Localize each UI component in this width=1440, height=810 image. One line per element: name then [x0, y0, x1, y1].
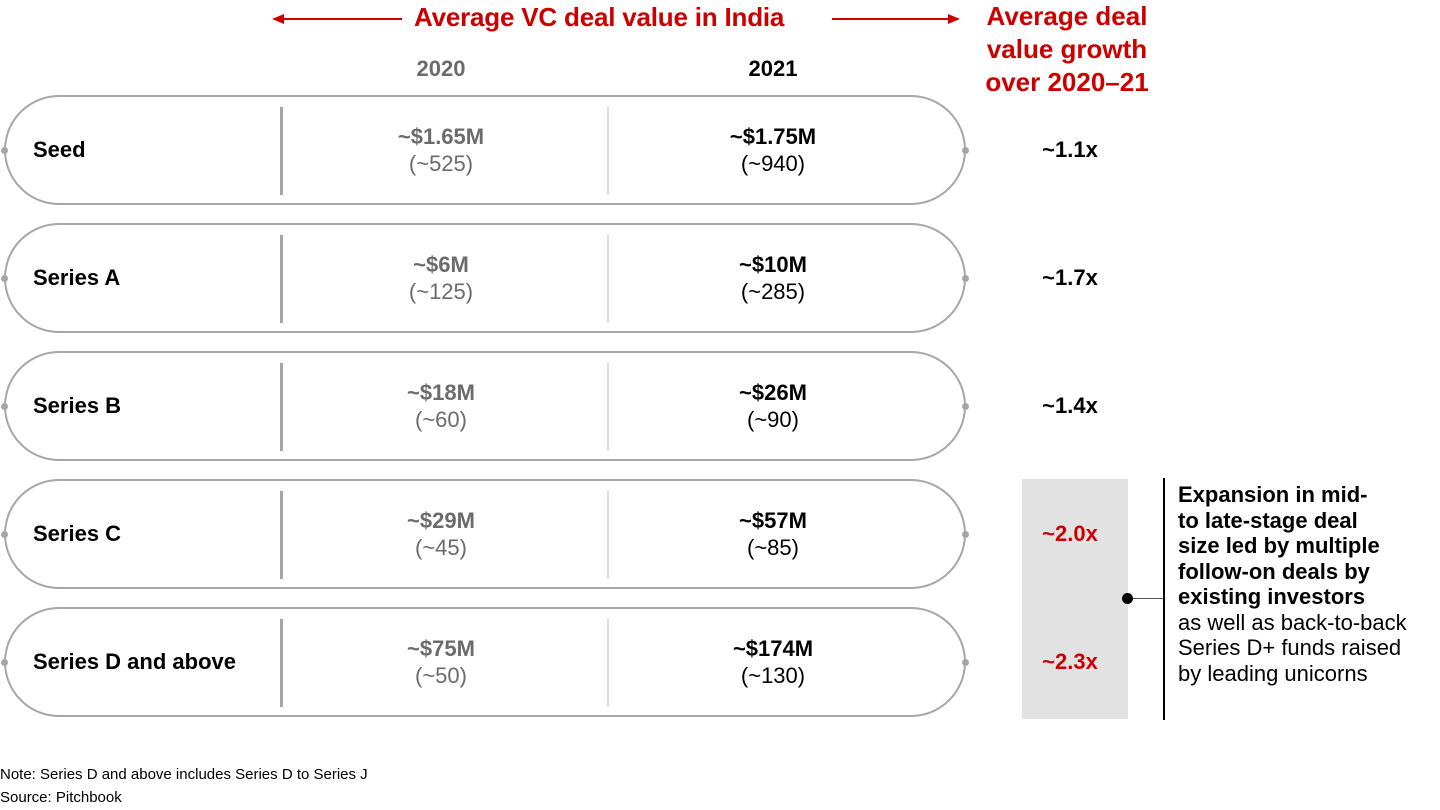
arrow-right-icon [948, 14, 960, 24]
growth-header-line: value growth [986, 34, 1148, 64]
avg-deal-value-2021: ~$174M [732, 636, 814, 661]
row-endpoint-left-icon [1, 531, 8, 538]
column-header-2021: 2021 [748, 56, 798, 81]
deal-count-2020: (~525) [408, 151, 474, 176]
callout-annotation: Expansion in mid- to late-stage deal siz… [1178, 482, 1440, 686]
avg-deal-value-2020: ~$75M [407, 636, 475, 661]
row-endpoint-left-icon [1, 659, 8, 666]
value-2020: ~$75M (~50) [321, 635, 561, 689]
column-header-2020: 2020 [416, 56, 466, 81]
row-endpoint-right-icon [962, 531, 969, 538]
column-divider [607, 107, 609, 195]
growth-multiple: ~1.7x [1042, 265, 1098, 290]
row-endpoint-right-icon [962, 659, 969, 666]
deal-count-2020: (~60) [415, 407, 467, 432]
value-2021: ~$10M (~285) [653, 251, 893, 305]
column-divider [607, 235, 609, 323]
stage-label: Series B [33, 393, 122, 418]
row-endpoint-left-icon [1, 147, 8, 154]
annotation-line: Series D+ funds raised [1178, 635, 1402, 660]
row-endpoint-right-icon [962, 275, 969, 282]
deal-count-2021: (~940) [740, 151, 806, 176]
avg-deal-value-2020: ~$29M [407, 508, 475, 533]
annotation-line: follow-on deals by [1178, 558, 1370, 584]
deal-count-2021: (~285) [740, 279, 806, 304]
column-divider [607, 363, 609, 451]
annotation-line: by leading unicorns [1178, 660, 1368, 686]
annotation-line: size led by multiple [1178, 533, 1380, 558]
row-endpoint-right-icon [962, 147, 969, 154]
deal-count-2020: (~45) [415, 535, 467, 560]
highlight-box [1022, 479, 1128, 719]
avg-deal-value-2020: ~$18M [407, 380, 475, 405]
avg-deal-value-2021: ~$26M [739, 380, 807, 405]
deal-count-2020: (~50) [415, 663, 467, 688]
stage-label: Seed [33, 137, 86, 162]
source-note: Source: Pitchbook [0, 789, 122, 806]
arrow-left-icon [272, 14, 284, 24]
value-2020: ~$18M (~60) [321, 379, 561, 433]
avg-deal-value-2021: ~$1.75M [729, 124, 817, 149]
row-divider [280, 235, 283, 323]
deal-count-2021: (~130) [740, 663, 806, 688]
value-2020: ~$1.65M (~525) [321, 123, 561, 177]
deal-count-2021: (~85) [747, 535, 799, 560]
stage-label: Series A [33, 265, 121, 290]
row-divider [280, 107, 283, 195]
arrow-left-line [280, 18, 402, 20]
annotation-line: to late-stage deal [1178, 507, 1358, 533]
growth-multiple: ~1.1x [1042, 137, 1098, 162]
footnote: Note: Series D and above includes Series… [0, 766, 368, 783]
row-divider [280, 363, 283, 451]
row-endpoint-left-icon [1, 403, 8, 410]
arrow-right-line [832, 18, 952, 20]
avg-deal-value-2020: ~$1.65M [397, 124, 485, 149]
row-endpoint-right-icon [962, 403, 969, 410]
avg-deal-value-2021: ~$10M [739, 252, 807, 277]
avg-deal-value-2021: ~$57M [739, 508, 807, 533]
column-divider [607, 619, 609, 707]
row-divider [280, 491, 283, 579]
column-divider [607, 491, 609, 579]
value-2021: ~$57M (~85) [653, 507, 893, 561]
stage-label: Series D and above [33, 649, 236, 674]
avg-deal-value-2020: ~$6M [413, 252, 469, 277]
value-2021: ~$26M (~90) [653, 379, 893, 433]
growth-multiple: ~2.0x [1042, 521, 1098, 546]
growth-column-header: Average deal value growth over 2020–21 [972, 0, 1162, 99]
value-2021: ~$1.75M (~940) [653, 123, 893, 177]
callout-bracket-line [1163, 478, 1165, 720]
chart-title: Average VC deal value in India [414, 2, 785, 32]
stage-label: Series C [33, 521, 122, 546]
value-2021: ~$174M (~130) [653, 635, 893, 689]
deal-count-2020: (~125) [408, 279, 474, 304]
row-divider [280, 619, 283, 707]
growth-multiple: ~1.4x [1042, 393, 1098, 418]
growth-multiple: ~2.3x [1042, 649, 1098, 674]
annotation-line: existing investors [1178, 584, 1366, 609]
growth-header-line: over 2020–21 [985, 67, 1149, 97]
annotation-line: Expansion in mid- [1178, 482, 1368, 507]
value-2020: ~$6M (~125) [321, 251, 561, 305]
callout-connector [1128, 598, 1164, 599]
callout-dot-icon [1122, 593, 1133, 604]
value-2020: ~$29M (~45) [321, 507, 561, 561]
annotation-line: as well as back-to-back [1178, 609, 1407, 635]
growth-header-line: Average deal [986, 1, 1148, 31]
deal-count-2021: (~90) [747, 407, 799, 432]
row-endpoint-left-icon [1, 275, 8, 282]
